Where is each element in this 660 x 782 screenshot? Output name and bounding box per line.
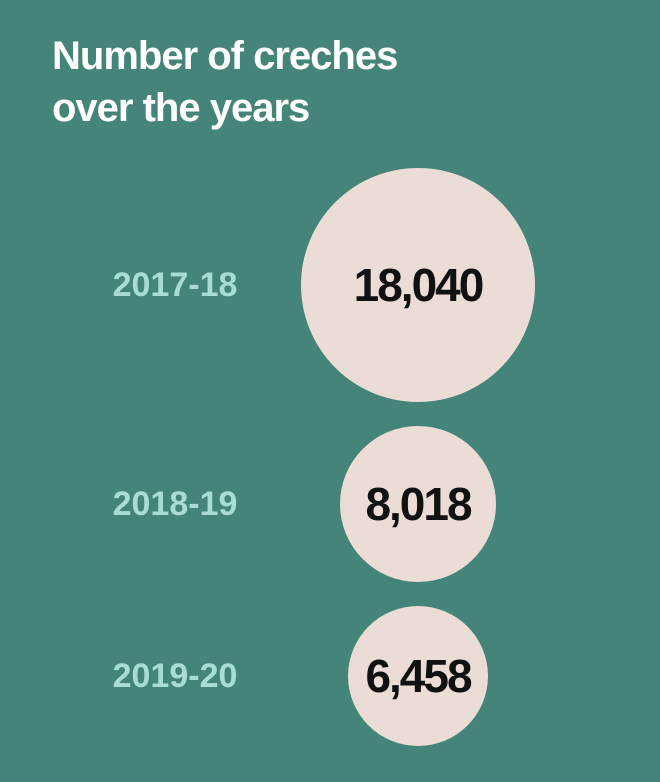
value-label: 6,458 <box>365 650 472 702</box>
category-label: 2018-19 <box>113 485 238 523</box>
bubble <box>339 426 497 583</box>
category-label: 2019-20 <box>113 657 238 695</box>
value-label: 8,018 <box>365 478 472 530</box>
value-label: 18,040 <box>354 259 483 311</box>
bubble <box>301 168 535 402</box>
category-label: 2017-18 <box>113 266 238 304</box>
bubble <box>347 606 489 747</box>
chart-title: Number of creches over the years <box>52 34 398 130</box>
